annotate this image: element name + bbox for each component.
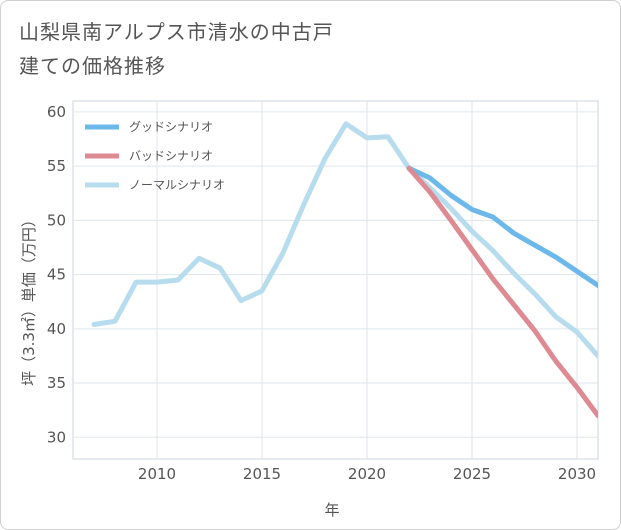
- legend-label: グッドシナリオ: [129, 120, 213, 134]
- y-tick-label: 40: [47, 320, 66, 338]
- y-tick-label: 45: [47, 266, 66, 284]
- y-tick-label: 30: [47, 428, 66, 446]
- x-tick-label: 2015: [243, 465, 281, 483]
- x-tick-label: 2020: [348, 465, 386, 483]
- y-axis-label: 坪（3.3㎡）単価（万円）: [20, 212, 38, 386]
- y-tick-label: 50: [47, 211, 66, 229]
- x-axis-label: 年: [324, 501, 339, 519]
- x-tick-label: 2010: [138, 465, 176, 483]
- legend-label: バッドシナリオ: [129, 149, 213, 163]
- y-tick-label: 35: [47, 374, 66, 392]
- series-line-1: [406, 165, 598, 288]
- chart-title: 山梨県南アルプス市清水の中古戸建ての価格推移: [19, 20, 334, 78]
- y-tick-label: 55: [47, 157, 66, 175]
- x-tick-label: 2025: [453, 465, 491, 483]
- y-tick-label: 60: [47, 103, 66, 121]
- x-tick-label: 2030: [558, 465, 596, 483]
- series-line-2: [406, 165, 598, 419]
- legend-label: ノーマルシナリオ: [129, 178, 225, 192]
- series-line-3: [91, 121, 598, 359]
